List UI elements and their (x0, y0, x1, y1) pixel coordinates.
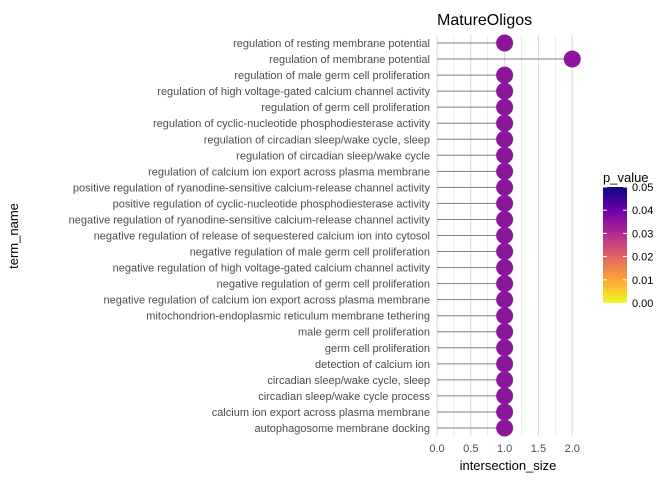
lollipop-point (496, 130, 514, 148)
legend-tick-label: 0.04 (632, 205, 653, 217)
legend-title: p_value (603, 170, 649, 185)
lollipop-point (496, 323, 514, 341)
term-label: detection of calcium ion (315, 359, 430, 371)
term-label: male germ cell proliferation (298, 327, 430, 339)
term-label: mitochondrion-endoplasmic reticulum memb… (146, 311, 430, 323)
term-label: regulation of circadian sleep/wake cycle (236, 150, 430, 162)
term-label: regulation of male germ cell proliferati… (234, 70, 430, 82)
legend-tick-label: 0.02 (632, 252, 653, 264)
x-tick-label: 1.0 (497, 443, 512, 455)
lollipop-point (496, 114, 514, 132)
term-label: negative regulation of male germ cell pr… (190, 247, 430, 259)
lollipop-point (496, 34, 514, 52)
chart-title: MatureOligos (437, 12, 532, 29)
lollipop-point (496, 259, 514, 277)
term-label: regulation of calcium ion export across … (148, 166, 430, 178)
term-label: negative regulation of high voltage-gate… (113, 263, 431, 275)
term-label: regulation of high voltage-gated calcium… (157, 86, 430, 98)
legend-tick-label: 0.01 (632, 275, 653, 287)
points (496, 34, 581, 437)
legend: p_value 0.05 0.04 0.03 0.02 0.01 0.00 (603, 170, 653, 310)
lollipop-point (496, 227, 514, 244)
term-label: circadian sleep/wake cycle process (258, 391, 430, 403)
lollipop-point (496, 98, 514, 116)
term-label: regulation of resting membrane potential (233, 38, 430, 50)
legend-colorbar (603, 187, 627, 303)
lollipop-point (496, 82, 514, 100)
lollipop-point (496, 291, 514, 309)
lollipop-point (496, 66, 514, 84)
term-label: autophagosome membrane docking (254, 423, 430, 435)
lollipop-point (496, 243, 514, 261)
legend-tick-label: 0.03 (632, 228, 653, 240)
x-tick-label: 0.0 (429, 443, 444, 455)
lollipop-point (496, 162, 514, 180)
legend-ticks: 0.05 0.04 0.03 0.02 0.01 0.00 (603, 182, 653, 310)
x-tick-label: 1.5 (531, 443, 546, 455)
lollipop-point (496, 387, 514, 405)
term-label: regulation of germ cell proliferation (261, 102, 430, 114)
lollipop-point (496, 371, 514, 389)
term-label: positive regulation of ryanodine-sensiti… (73, 182, 431, 194)
lollipop-point (563, 50, 581, 68)
x-tick-label: 0.5 (463, 443, 478, 455)
term-label: calcium ion export across plasma membran… (212, 407, 430, 419)
lollipop-point (496, 307, 514, 325)
legend-tick-label: 0.05 (632, 182, 653, 194)
lollipop-point (496, 275, 514, 293)
term-label: regulation of cyclic-nucleotide phosphod… (153, 118, 430, 130)
y-tick-labels: regulation of resting membrane potential… (69, 38, 431, 435)
lollipop-point (496, 210, 514, 228)
lollipop-point (496, 146, 514, 164)
y-axis-title: term_name (6, 203, 21, 269)
term-label: negative regulation of ryanodine-sensiti… (69, 214, 431, 226)
term-label: negative regulation of germ cell prolife… (217, 279, 430, 291)
legend-tick-label: 0.00 (632, 298, 653, 310)
term-label: negative regulation of calcium ion expor… (104, 295, 431, 307)
lollipop-point (496, 194, 514, 212)
lollipop-point (496, 419, 514, 437)
stems (437, 42, 573, 429)
lollipop-point (496, 339, 514, 357)
lollipop-point (496, 355, 514, 373)
x-tick-label: 2.0 (565, 443, 580, 455)
term-label: regulation of circadian sleep/wake cycle… (204, 134, 430, 146)
lollipop-point (496, 403, 514, 421)
term-label: negative regulation of release of seques… (94, 231, 430, 243)
term-label: regulation of membrane potential (269, 54, 430, 66)
term-label: circadian sleep/wake cycle, sleep (267, 375, 430, 387)
x-tick-labels: 0.0 0.5 1.0 1.5 2.0 (429, 443, 580, 455)
term-label: germ cell proliferation (325, 343, 430, 355)
term-label: positive regulation of cyclic-nucleotide… (113, 198, 431, 210)
lollipop-point (496, 178, 514, 196)
x-axis-title: intersection_size (460, 458, 557, 473)
